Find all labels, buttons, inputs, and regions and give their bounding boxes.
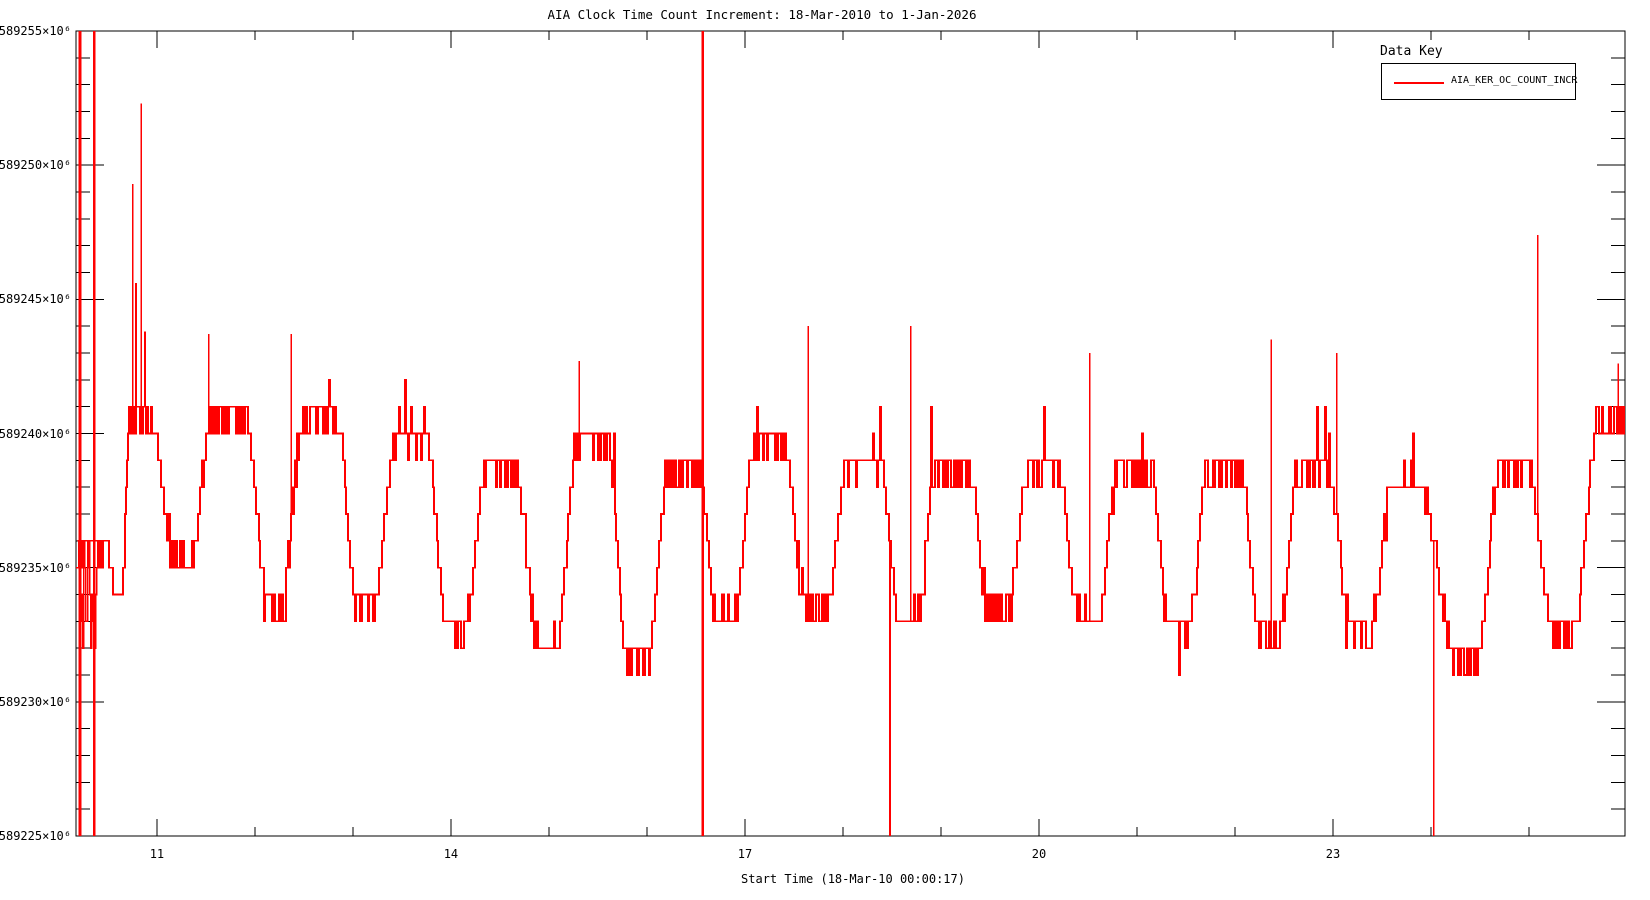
y-axis-tick-label: 589230×10⁶	[0, 694, 71, 709]
y-axis-tick-label: 589225×10⁶	[0, 829, 71, 843]
x-axis-tick-label: 11	[149, 847, 165, 861]
x-axis-tick-label: 20	[1031, 847, 1047, 861]
x-axis-label: Start Time (18-Mar-10 00:00:17)	[741, 872, 965, 886]
y-axis-tick-label: 589245×10⁶	[0, 292, 71, 307]
legend-series-label: AIA_KER_OC_COUNT_INCR	[1451, 75, 1578, 86]
chart-title: AIA Clock Time Count Increment: 18-Mar-2…	[547, 7, 977, 22]
y-axis-tick-label: 589255×10⁶	[0, 24, 71, 38]
y-axis-tick-label: 589235×10⁶	[0, 560, 71, 575]
y-axis-tick-label: 589240×10⁶	[0, 426, 71, 441]
legend-series-line-icon	[1394, 82, 1444, 84]
legend-box: AIA_KER_OC_COUNT_INCR	[1381, 63, 1578, 100]
data-series-aia-ker-oc-count-incr	[76, 103, 1625, 836]
x-axis-tick-label: 23	[1325, 847, 1341, 861]
y-axis-tick-label: 589250×10⁶	[0, 158, 71, 173]
full-span-glitch-lines	[78, 31, 705, 836]
x-axis-tick-label: 14	[443, 847, 459, 861]
legend-title: Data Key	[1380, 44, 1443, 59]
x-axis-tick-label: 17	[737, 847, 753, 861]
